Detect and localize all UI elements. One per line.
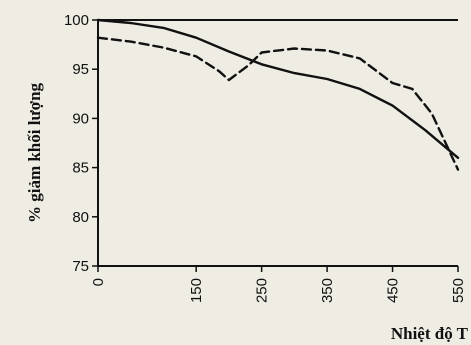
y-axis-title: % giảm khối lượng [25,82,44,223]
y-tick-label: 100 [64,12,89,29]
y-tick-label: 75 [72,258,89,275]
y-tick-label: 90 [72,110,89,127]
ticks: 75 80 85 90 95 100 0 150 250 350 450 550 [64,12,467,303]
y-tick-label: 85 [72,160,89,177]
y-tick-label: 95 [72,61,89,78]
series-line-solid [96,18,460,160]
x-tick-label: 550 [450,278,467,303]
plot-frame [97,19,458,267]
x-tick-label: 250 [254,278,271,303]
series-layer [96,18,460,171]
x-tick-label: 0 [90,278,107,286]
x-tick-label: 450 [385,278,402,303]
series-line-dashed [96,36,460,171]
y-tick-label: 80 [72,209,89,226]
x-tick-label: 150 [188,278,205,303]
x-axis-title: Nhiệt độ T [391,324,469,343]
axes [97,19,458,267]
x-tick-label: 350 [319,278,336,303]
